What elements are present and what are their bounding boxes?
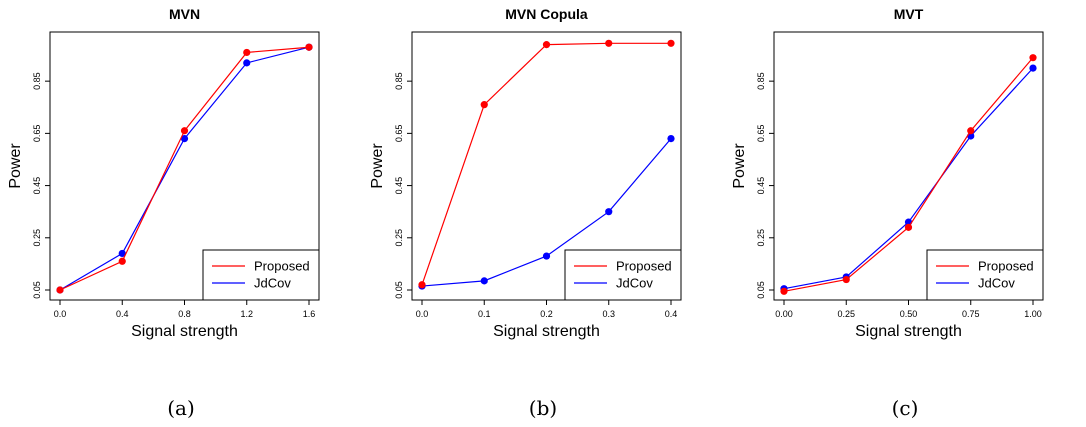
y-tick-label: 0.85	[32, 72, 42, 90]
data-point-proposed	[243, 48, 251, 57]
chart-title: MVN	[169, 6, 200, 22]
x-tick-label: 0.4	[665, 309, 678, 319]
data-point-proposed	[56, 286, 64, 294]
data-point-jdcov	[180, 134, 189, 143]
legend: Proposed JdCov	[926, 249, 1044, 301]
data-point-jdcov	[480, 277, 488, 285]
chart-mvt: MVT 0.00 0.25 0.50 0.75 1.00 0.05 0.25 0.45 0.65 0…	[731, 6, 1044, 340]
data-point-proposed	[118, 257, 126, 265]
data-point-proposed	[904, 223, 913, 231]
x-axis-label: Signal strength	[131, 323, 238, 340]
series-line-proposed	[421, 42, 671, 285]
x-tick-label: 0.75	[962, 309, 980, 319]
legend-label-proposed: Proposed	[254, 259, 310, 274]
data-point-proposed	[605, 39, 613, 47]
panel-c: MVT 0.00 0.25 0.50 0.75 1.00 0.05 0.25 0.45 0.65 0…	[724, 0, 1086, 427]
data-point-proposed	[1029, 54, 1037, 62]
y-axis-label: Power	[731, 143, 748, 189]
data-point-jdcov	[1029, 64, 1037, 72]
data-point-proposed	[780, 287, 788, 295]
y-tick-label: 0.65	[32, 125, 42, 143]
panel-a: MVN 0.0 0.4 0.8 1.2 1.6 0.05 0.25 0.45 0.65 0.85 Si…	[0, 0, 362, 427]
legend-box	[202, 249, 320, 301]
y-tick-label: 0.45	[756, 177, 766, 195]
data-point-jdcov	[118, 249, 126, 258]
data-point-proposed	[542, 41, 551, 49]
y-tick-label: 0.25	[756, 229, 766, 247]
chart-title: MVT	[894, 6, 924, 22]
data-point-jdcov	[542, 252, 551, 260]
data-point-proposed	[305, 43, 313, 51]
y-axis-label: Power	[369, 143, 386, 189]
chart-mvn-copula: MVN Copula 0.0 0.1 0.2 0.3 0.4 0.05 0.25 0.45 0.6…	[369, 6, 682, 340]
x-tick-label: 0.2	[540, 309, 553, 319]
y-tick-label: 0.45	[394, 177, 404, 195]
x-tick-label: 0.0	[416, 309, 429, 319]
legend-label-jdcov: JdCov	[978, 276, 1015, 291]
x-tick-label: 1.00	[1024, 309, 1042, 319]
caption-c: (c)	[891, 396, 919, 420]
legend-label-jdcov: JdCov	[254, 276, 291, 291]
y-tick-label: 0.45	[32, 177, 42, 195]
chart-mvn: MVN 0.0 0.4 0.8 1.2 1.6 0.05 0.25 0.45 0.65 0.85 Si…	[7, 6, 320, 340]
legend-label-proposed: Proposed	[978, 259, 1034, 274]
x-tick-label: 1.6	[303, 309, 316, 319]
x-tick-label: 0.00	[775, 309, 793, 319]
x-tick-label: 0.4	[116, 309, 129, 319]
data-point-proposed	[842, 275, 850, 284]
y-tick-label: 0.05	[32, 281, 42, 299]
x-tick-label: 0.25	[837, 309, 855, 319]
caption-a: (a)	[167, 396, 195, 420]
chart-title: MVN Copula	[505, 6, 588, 22]
data-point-proposed	[180, 127, 189, 135]
data-point-proposed	[967, 127, 975, 135]
legend: Proposed JdCov	[202, 249, 320, 301]
data-point-proposed	[667, 39, 675, 47]
x-tick-label: 0.3	[602, 309, 615, 319]
y-tick-label: 0.05	[756, 281, 766, 299]
y-tick-label: 0.85	[394, 72, 404, 90]
y-tick-label: 0.65	[394, 125, 404, 143]
data-point-jdcov	[605, 208, 613, 216]
y-axis-label: Power	[7, 143, 24, 189]
y-tick-label: 0.65	[756, 125, 766, 143]
x-axis-label: Signal strength	[493, 323, 600, 340]
x-tick-label: 0.1	[478, 309, 491, 319]
legend-box	[564, 249, 682, 301]
y-tick-label: 0.25	[394, 229, 404, 247]
x-tick-label: 0.8	[178, 309, 191, 319]
x-axis-label: Signal strength	[855, 323, 962, 340]
legend-label-proposed: Proposed	[616, 259, 672, 274]
data-point-jdcov	[243, 59, 251, 67]
x-tick-label: 0.50	[900, 309, 918, 319]
y-tick-label: 0.05	[394, 281, 404, 299]
y-tick-label: 0.85	[756, 72, 766, 90]
data-point-jdcov	[667, 134, 675, 143]
caption-b: (b)	[528, 396, 558, 420]
x-tick-label: 1.2	[240, 309, 253, 319]
x-tick-label: 0.0	[54, 309, 67, 319]
y-tick-label: 0.25	[32, 229, 42, 247]
data-point-proposed	[418, 281, 426, 289]
legend: Proposed JdCov	[564, 249, 682, 301]
legend-box	[926, 249, 1044, 301]
panel-b: MVN Copula 0.0 0.1 0.2 0.3 0.4 0.05 0.25 0.45 0.6…	[362, 0, 724, 427]
data-point-proposed	[480, 101, 488, 109]
legend-label-jdcov: JdCov	[616, 276, 653, 291]
